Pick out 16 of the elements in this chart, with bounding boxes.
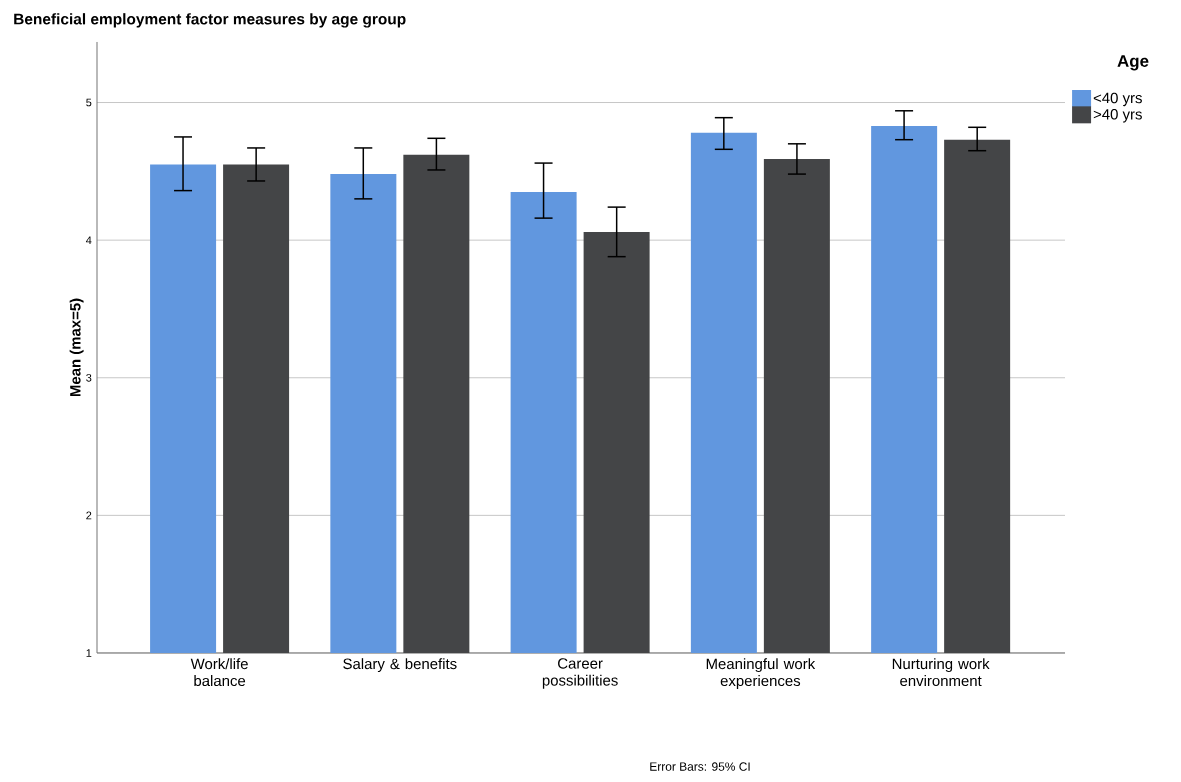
x-tick-label: Nurturing work environment (892, 658, 990, 687)
legend-label: >40 yrs (1093, 108, 1142, 123)
y-tick-label: 4 (85, 236, 92, 244)
y-tick-label: 2 (86, 511, 92, 520)
legend-title: Age (1117, 55, 1149, 71)
text: Error Bars: 95% CI (650, 762, 750, 771)
legend-label: <40 yrs (1093, 92, 1142, 107)
x-tick-label: Work/life balance (190, 658, 248, 687)
y-axis-title: Mean (max=5) (69, 298, 84, 397)
x-tick-label: Career possibilities (542, 658, 618, 689)
y-tick-label: 5 (86, 98, 92, 107)
y-tick-label: 1 (86, 649, 92, 657)
chart-title: Beneficial employment factor measures by age group (14, 13, 406, 28)
x-tick-label: Meaningful work experiences (706, 658, 816, 690)
x-tick-label: Salary & benefits (343, 658, 457, 673)
y-tick-label: 3 (86, 373, 92, 382)
